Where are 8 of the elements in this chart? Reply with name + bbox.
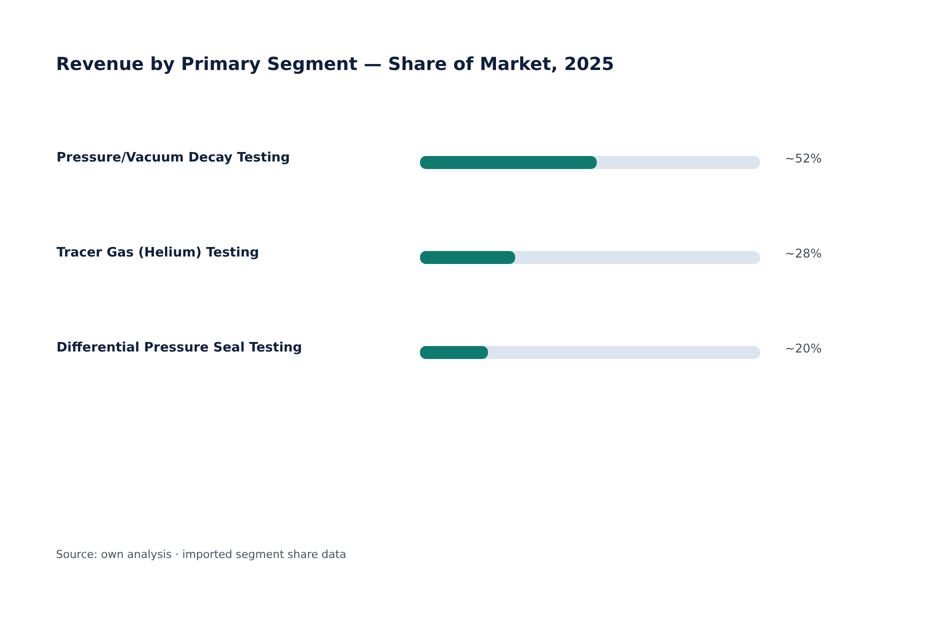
data-label: ~28%	[785, 246, 822, 260]
chart-title: Revenue by Primary Segment — Share of Market, 2025	[56, 54, 614, 75]
source-note: Source: own analysis · imported segment share data	[56, 548, 346, 561]
y-tick-label: Pressure/Vacuum Decay Testing	[56, 150, 290, 166]
y-tick-label: Differential Pressure Seal Testing	[56, 340, 302, 356]
data-label: ~52%	[785, 152, 822, 166]
y-tick-label: Tracer Gas (Helium) Testing	[56, 246, 260, 260]
data-label: ~20%	[785, 342, 822, 356]
